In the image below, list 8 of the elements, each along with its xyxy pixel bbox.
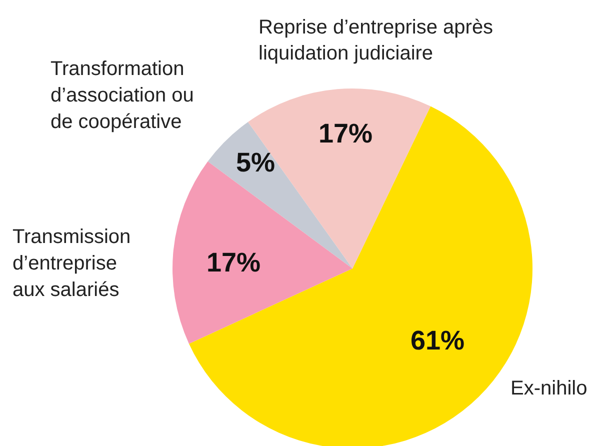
data-label: 17% <box>206 248 261 278</box>
slice-label: Ex-nihilo <box>510 378 588 400</box>
data-label: 5% <box>236 148 276 178</box>
slice-label: Transformation d’association ou de coopérative <box>50 58 194 133</box>
data-label: 17% <box>318 118 373 148</box>
slice-label: Reprise d’entreprise après liquidation judiciaire <box>258 16 494 65</box>
data-label: 61% <box>410 326 465 356</box>
slice-label: Transmission d’entreprise aux salariés <box>12 226 131 301</box>
